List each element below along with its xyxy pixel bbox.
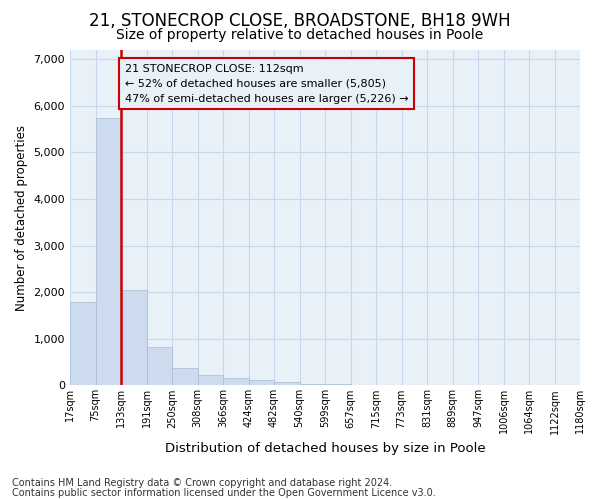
Bar — [350, 385, 376, 386]
Bar — [197, 374, 223, 386]
X-axis label: Distribution of detached houses by size in Poole: Distribution of detached houses by size … — [165, 442, 485, 455]
Bar — [146, 347, 172, 386]
Text: 21 STONECROP CLOSE: 112sqm
← 52% of detached houses are smaller (5,805)
47% of s: 21 STONECROP CLOSE: 112sqm ← 52% of deta… — [125, 64, 409, 104]
Text: Size of property relative to detached houses in Poole: Size of property relative to detached ho… — [116, 28, 484, 42]
Bar — [274, 382, 299, 386]
Text: 21, STONECROP CLOSE, BROADSTONE, BH18 9WH: 21, STONECROP CLOSE, BROADSTONE, BH18 9W… — [89, 12, 511, 30]
Bar — [121, 290, 146, 386]
Bar — [70, 302, 95, 386]
Bar — [325, 384, 350, 386]
Bar — [299, 384, 325, 386]
Y-axis label: Number of detached properties: Number of detached properties — [15, 124, 28, 310]
Bar — [223, 378, 248, 386]
Bar — [248, 380, 274, 386]
Bar — [95, 118, 121, 386]
Text: Contains HM Land Registry data © Crown copyright and database right 2024.: Contains HM Land Registry data © Crown c… — [12, 478, 392, 488]
Text: Contains public sector information licensed under the Open Government Licence v3: Contains public sector information licen… — [12, 488, 436, 498]
Bar — [172, 368, 197, 386]
